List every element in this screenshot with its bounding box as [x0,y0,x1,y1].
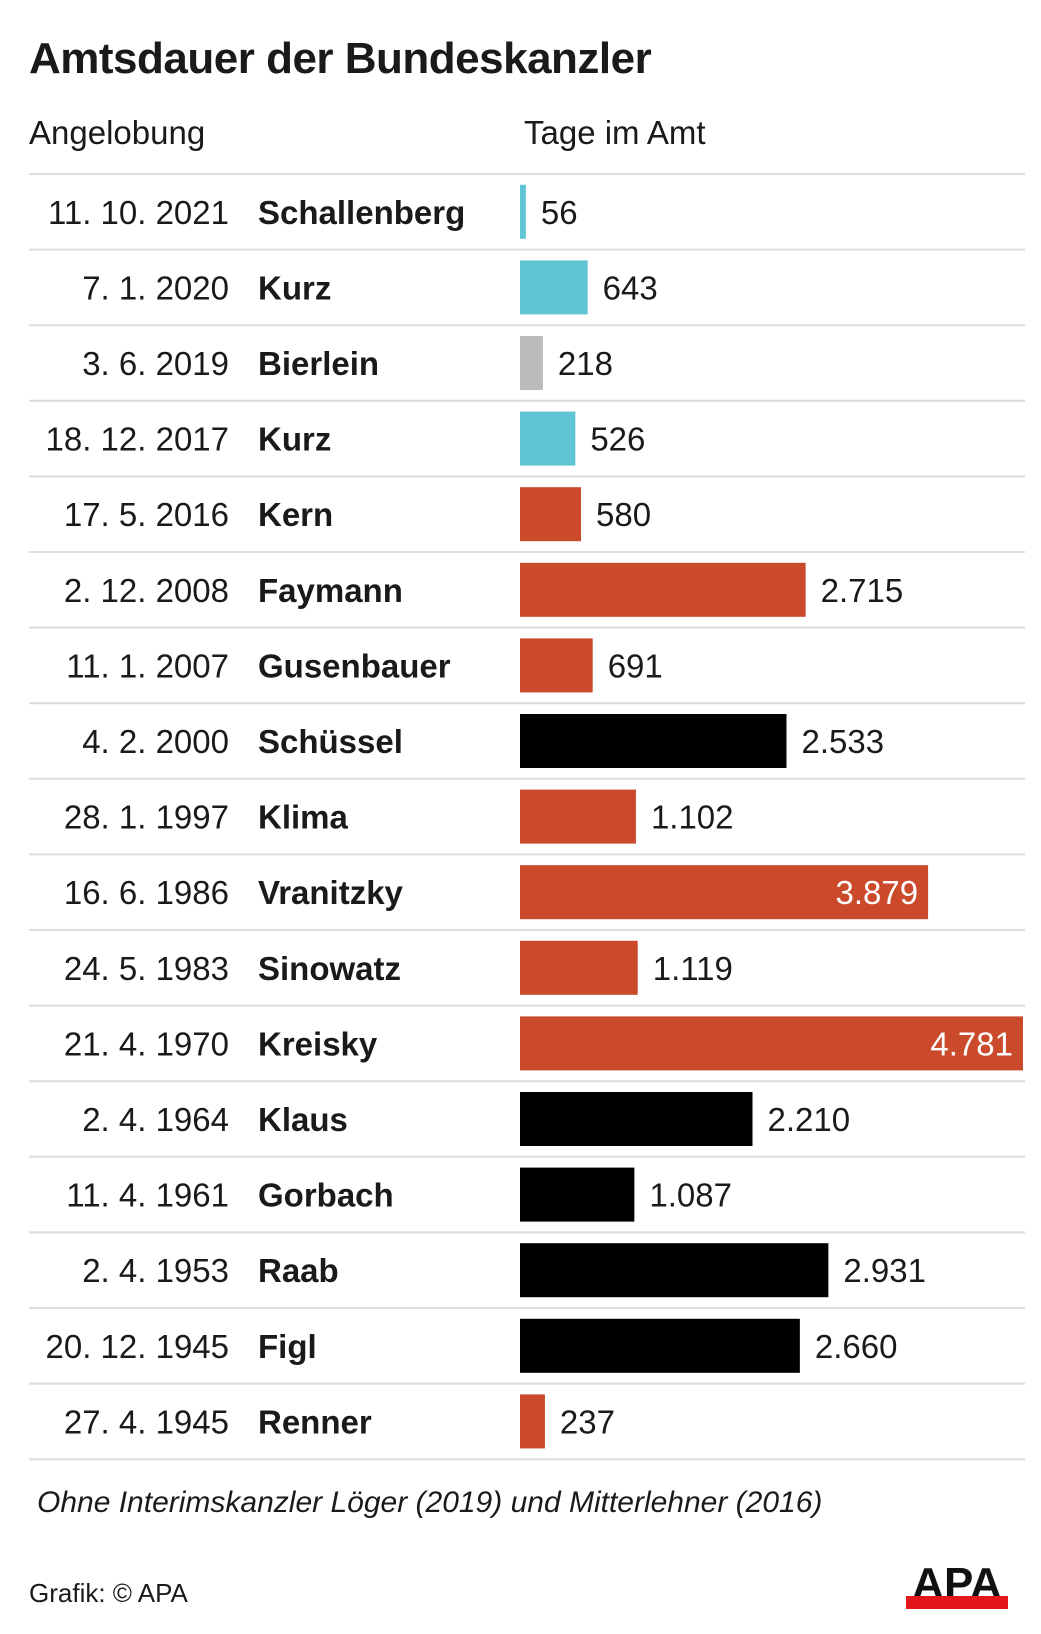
value-label: 643 [603,269,658,306]
date-label: 24. 5. 1983 [64,950,229,987]
value-label: 2.210 [768,1101,851,1138]
value-label: 56 [541,194,578,231]
date-label: 18. 12. 2017 [46,421,230,458]
value-label: 1.087 [649,1177,732,1214]
chart-title: Amtsdauer der Bundeskanzler [29,34,652,83]
bar [520,260,588,315]
value-label: 237 [560,1403,615,1440]
name-label: Klima [258,799,349,836]
date-label: 11. 4. 1961 [66,1177,229,1214]
value-label: 1.102 [651,799,734,836]
name-label: Kern [258,496,333,533]
name-label: Kurz [258,421,331,458]
name-label: Figl [258,1328,317,1365]
name-label: Renner [258,1403,372,1440]
bar [520,1394,545,1449]
name-label: Kurz [258,269,331,306]
footnote: Ohne Interimskanzler Löger (2019) und Mi… [37,1486,823,1519]
name-label: Schüssel [258,723,403,760]
bar [520,789,636,844]
date-label: 17. 5. 2016 [64,496,229,533]
bar [520,562,806,617]
value-label: 2.533 [801,723,884,760]
credit: Grafik: © APA [29,1578,188,1608]
name-label: Vranitzky [258,874,404,911]
date-label: 11. 10. 2021 [48,194,229,231]
value-label: 2.660 [815,1328,898,1365]
date-label: 28. 1. 1997 [64,799,229,836]
value-label: 4.781 [930,1025,1013,1062]
apa-logo: APA [906,1560,1008,1609]
date-label: 21. 4. 1970 [64,1025,229,1062]
bar [520,1167,635,1222]
bar [520,411,576,466]
name-label: Kreisky [258,1025,378,1062]
bar [520,184,526,239]
date-label: 2. 4. 1964 [82,1101,229,1138]
bar [520,1243,829,1298]
date-label: 20. 12. 1945 [46,1328,230,1365]
name-label: Gorbach [258,1177,394,1214]
bar [520,638,593,693]
date-label: 4. 2. 2000 [82,723,229,760]
value-label: 691 [608,647,663,684]
date-label: 27. 4. 1945 [64,1403,229,1440]
bar [520,487,582,542]
value-label: 2.931 [843,1252,926,1289]
name-label: Raab [258,1252,339,1289]
name-label: Gusenbauer [258,647,451,684]
date-label: 16. 6. 1986 [64,874,229,911]
value-label: 3.879 [836,874,919,911]
bar [520,336,543,390]
value-label: 1.119 [653,950,733,987]
date-label: 3. 6. 2019 [82,345,229,382]
name-label: Bierlein [258,345,379,382]
value-label: 526 [590,421,645,458]
bar [520,1318,800,1373]
date-label: 7. 1. 2020 [82,269,229,306]
value-label: 580 [596,496,651,533]
bar [520,865,929,920]
date-column-header: Angelobung [29,114,206,151]
bar [520,1016,1023,1071]
date-label: 2. 12. 2008 [64,572,229,609]
bar [520,940,638,995]
name-label: Schallenberg [258,194,465,231]
bar-chart: 11. 10. 2021 Schallenberg 56 7. 1. 2020 Kurz… [29,173,1025,1461]
bar [520,714,787,768]
value-label: 218 [558,345,613,382]
name-label: Klaus [258,1101,348,1138]
value-label: 2.715 [821,572,904,609]
date-label: 11. 1. 2007 [66,647,229,684]
date-label: 2. 4. 1953 [82,1252,229,1289]
name-label: Faymann [258,572,403,609]
bar [520,1092,753,1146]
value-column-header: Tage im Amt [524,114,706,151]
name-label: Sinowatz [258,950,401,987]
